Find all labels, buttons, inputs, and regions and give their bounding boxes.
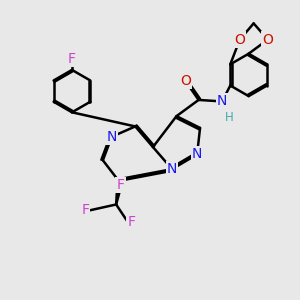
Text: O: O — [262, 33, 273, 46]
Text: O: O — [234, 33, 245, 46]
Text: H: H — [225, 111, 234, 124]
Text: O: O — [180, 74, 191, 88]
Text: F: F — [81, 203, 89, 218]
Text: F: F — [117, 178, 124, 192]
Text: F: F — [128, 215, 136, 229]
Text: N: N — [217, 94, 227, 108]
Text: F: F — [68, 52, 76, 66]
Text: N: N — [192, 147, 202, 161]
Text: N: N — [167, 162, 177, 176]
Text: N: N — [106, 130, 117, 144]
